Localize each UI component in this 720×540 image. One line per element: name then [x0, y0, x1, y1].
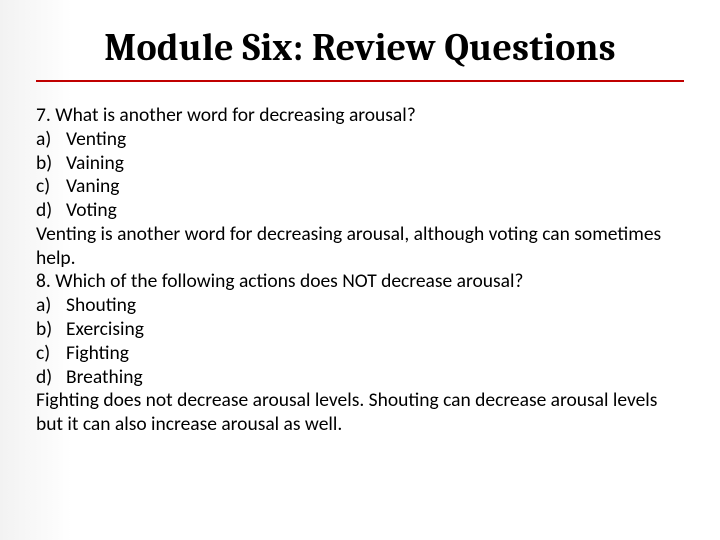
slide-title: Module Six: Review Questions — [36, 26, 684, 70]
option-letter: c) — [36, 175, 66, 199]
option-letter: b) — [36, 152, 66, 176]
option-letter: d) — [36, 199, 66, 223]
q8-option-b: b)Exercising — [36, 318, 684, 342]
q8-option-d: d)Breathing — [36, 366, 684, 390]
q7-option-c: c)Vaning — [36, 175, 684, 199]
option-letter: c) — [36, 342, 66, 366]
option-letter: a) — [36, 294, 66, 318]
option-letter: a) — [36, 128, 66, 152]
q8-answer: Fighting does not decrease arousal level… — [36, 389, 684, 437]
option-text: Fighting — [66, 341, 129, 365]
question-7-prompt: 7. What is another word for decreasing a… — [36, 104, 684, 128]
slide: Module Six: Review Questions 7. What is … — [0, 0, 720, 540]
content-block: 7. What is another word for decreasing a… — [36, 104, 684, 437]
q8-option-a: a)Shouting — [36, 294, 684, 318]
option-text: Breathing — [66, 365, 143, 389]
q7-answer: Venting is another word for decreasing a… — [36, 223, 684, 271]
option-letter: d) — [36, 366, 66, 390]
option-text: Vaning — [66, 174, 119, 198]
option-letter: b) — [36, 318, 66, 342]
q7-option-a: a)Venting — [36, 128, 684, 152]
option-text: Voting — [66, 198, 117, 222]
option-text: Venting — [66, 127, 126, 151]
q8-option-c: c)Fighting — [36, 342, 684, 366]
question-8-prompt: 8. Which of the following actions does N… — [36, 270, 684, 294]
q7-option-b: b)Vaining — [36, 152, 684, 176]
option-text: Shouting — [66, 293, 136, 317]
option-text: Exercising — [66, 317, 144, 341]
option-text: Vaining — [66, 151, 124, 175]
q7-option-d: d)Voting — [36, 199, 684, 223]
title-underline — [36, 80, 684, 82]
